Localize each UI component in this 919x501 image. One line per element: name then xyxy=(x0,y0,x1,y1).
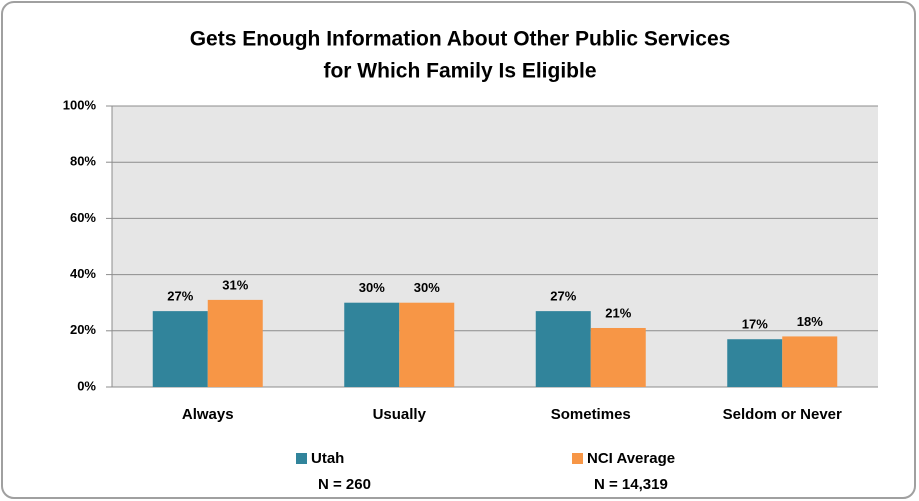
bar xyxy=(207,299,263,387)
legend-note: N = 14,319 xyxy=(594,476,668,493)
legend-label: Utah xyxy=(311,450,344,467)
legend-note: N = 260 xyxy=(318,476,371,493)
bar xyxy=(399,302,455,387)
x-tick-label: Seldom or Never xyxy=(723,406,842,423)
chart-title: Gets Enough Information About Other Publ… xyxy=(190,28,731,51)
data-label: 30% xyxy=(359,280,385,295)
bar xyxy=(535,311,591,387)
data-label: 21% xyxy=(605,305,631,320)
y-tick-label: 0% xyxy=(77,378,96,393)
y-tick-label: 80% xyxy=(70,154,96,169)
legend-label: NCI Average xyxy=(587,450,675,467)
data-label: 18% xyxy=(797,314,823,329)
legend-swatch xyxy=(572,453,583,464)
bar xyxy=(590,327,646,387)
x-tick-label: Sometimes xyxy=(551,406,631,423)
bar xyxy=(344,302,400,387)
y-tick-label: 20% xyxy=(70,322,96,337)
bar xyxy=(727,339,783,387)
y-tick-label: 60% xyxy=(70,210,96,225)
data-label: 27% xyxy=(167,289,193,304)
x-tick-label: Usually xyxy=(373,406,427,423)
data-label: 27% xyxy=(550,289,576,304)
data-label: 31% xyxy=(222,277,248,292)
x-tick-label: Always xyxy=(182,406,234,423)
bar xyxy=(152,311,208,387)
y-tick-label: 40% xyxy=(70,266,96,281)
legend-swatch xyxy=(296,453,307,464)
chart-title: for Which Family Is Eligible xyxy=(323,60,596,83)
y-tick-label: 100% xyxy=(63,97,97,112)
data-label: 17% xyxy=(742,317,768,332)
bar xyxy=(782,336,838,387)
data-label: 30% xyxy=(414,280,440,295)
